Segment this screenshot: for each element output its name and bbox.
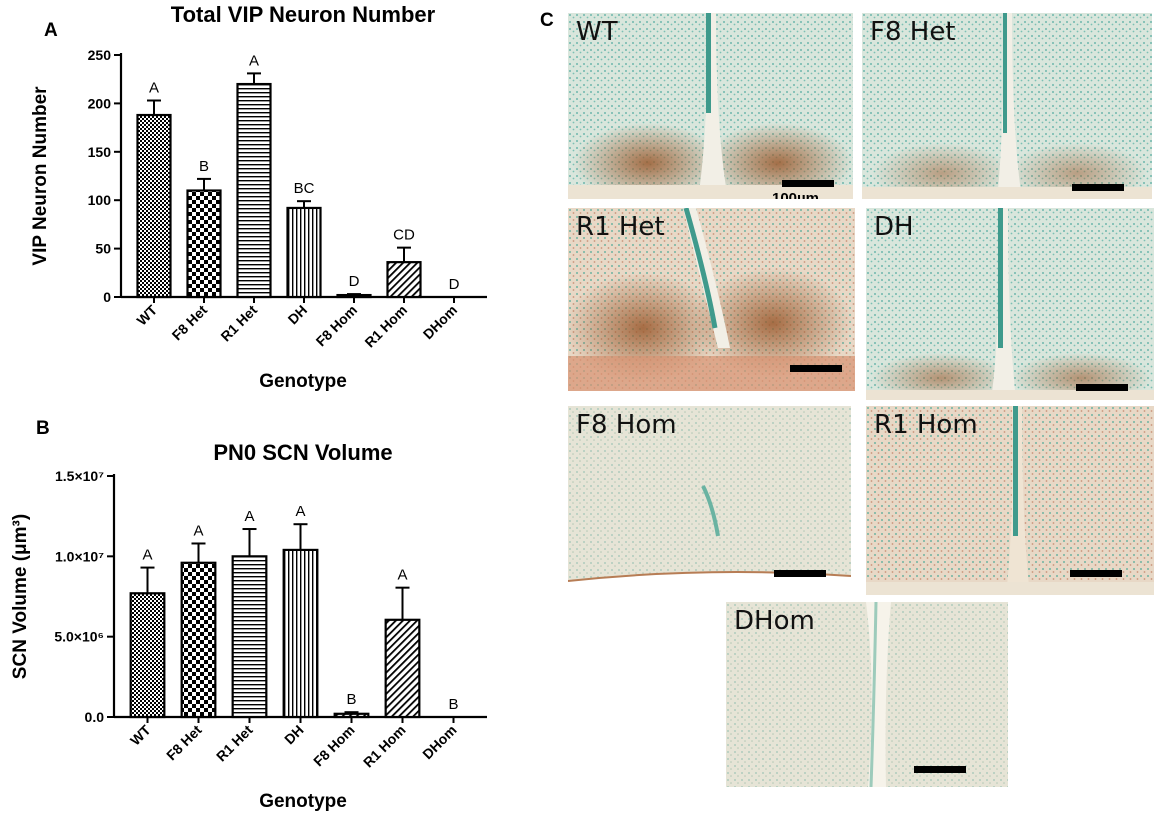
bar-f8-het [186, 189, 222, 299]
y-tick-label: 150 [88, 144, 112, 160]
x-tick-label: DH [284, 302, 310, 328]
bar-wt [129, 592, 166, 719]
group-label: A [193, 522, 203, 539]
panel-letter-b: B [36, 418, 50, 439]
y-tick-label: 5.0×10⁶ [54, 629, 104, 645]
group-label: A [149, 79, 159, 96]
scale-bar [1070, 570, 1122, 577]
group-label: D [449, 276, 460, 293]
bar-wt [136, 113, 172, 299]
micrograph-f8-het: F8 Het [862, 13, 1152, 199]
x-tick-label: F8 Hom [310, 722, 358, 770]
micrograph-image [726, 602, 1008, 787]
group-label: A [397, 567, 407, 584]
micrograph-label: DHom [734, 606, 815, 636]
y-tick-label: 1.0×10⁷ [55, 548, 104, 564]
group-label: A [295, 503, 305, 520]
y-tick-label: 100 [88, 192, 112, 208]
x-tick-label: DHom [419, 722, 459, 762]
micrograph-label: R1 Hom [874, 410, 978, 440]
bar-r1-het [231, 555, 268, 719]
micrograph-label: WT [576, 17, 618, 47]
micrograph-image [866, 208, 1154, 400]
micrograph-image [866, 406, 1154, 595]
scale-bar [914, 766, 966, 773]
micrograph-f8-hom: F8 Hom [568, 406, 851, 591]
x-tick-label: R1 Het [217, 302, 260, 345]
group-label: A [142, 547, 152, 564]
bar-f8-hom [336, 293, 372, 299]
bar-dh [286, 206, 322, 299]
micrograph-label: F8 Hom [576, 410, 677, 440]
y-tick-label: 0 [103, 289, 111, 305]
x-axis-label: Genotype [259, 791, 347, 812]
micrograph-label: R1 Het [576, 212, 665, 242]
bar-r1-hom [384, 618, 421, 719]
x-axis-label: Genotype [259, 371, 347, 392]
x-tick-label: F8 Het [169, 302, 211, 344]
group-label: B [448, 696, 458, 713]
bar-r1-het [236, 82, 272, 299]
y-tick-label: 250 [88, 47, 112, 63]
group-label: CD [393, 227, 415, 244]
x-tick-label: WT [133, 301, 160, 328]
y-tick-label: 200 [88, 95, 112, 111]
x-tick-label: F8 Hom [313, 302, 361, 350]
micrograph-wt: WT 100µm [568, 13, 853, 199]
micrograph-dh: DH [866, 208, 1154, 400]
micrograph-label: DH [874, 212, 914, 242]
scale-bar [1076, 384, 1128, 391]
chart-b: PN0 SCN Volume 0.0 5.0×10⁶ 1.0×10⁷ 1.5×10⁷ A W… [10, 440, 487, 812]
scale-bar [774, 570, 826, 577]
group-label: A [244, 508, 254, 525]
micrograph-r1-hom: R1 Hom [866, 406, 1154, 595]
panel-letter-c: C [540, 10, 554, 31]
y-tick-label: 0.0 [85, 709, 105, 725]
x-tick-label: R1 Het [213, 722, 256, 765]
y-axis-label: VIP Neuron Number [30, 86, 51, 266]
y-tick-label: 1.5×10⁷ [55, 468, 104, 484]
scale-bar [790, 365, 842, 372]
group-label: BC [294, 180, 315, 197]
micrograph-image [568, 208, 855, 391]
x-tick-label: DH [281, 722, 307, 748]
x-tick-label: DHom [420, 302, 460, 342]
x-tick-label: R1 Hom [360, 722, 409, 771]
micrograph-r1-het: R1 Het [568, 208, 855, 391]
group-label: D [349, 273, 360, 290]
chart-a: Total VIP Neuron Number 0 50 100 150 200 250 A W… [30, 2, 487, 392]
scale-bar-label: 100µm [772, 190, 820, 199]
group-label: B [346, 691, 356, 708]
x-tick-label: R1 Hom [361, 302, 410, 351]
panel-letter-a: A [44, 20, 58, 41]
micrograph-image [862, 13, 1152, 199]
bar-f8-hom [333, 712, 370, 719]
chart-title: PN0 SCN Volume [213, 440, 392, 465]
bar-r1-hom [386, 261, 422, 299]
y-tick-label: 50 [95, 241, 111, 257]
micrograph-image [568, 13, 853, 199]
group-label: B [199, 158, 209, 175]
bar-dh [282, 548, 319, 719]
x-tick-label: F8 Het [163, 722, 205, 764]
bar-f8-het [180, 561, 217, 719]
scale-bar [782, 180, 834, 187]
x-tick-label: WT [127, 721, 154, 748]
y-axis-label: SCN Volume (μm³) [10, 514, 31, 679]
scale-bar [1072, 184, 1124, 191]
micrograph-dhom: DHom [726, 602, 1008, 787]
chart-title: Total VIP Neuron Number [171, 2, 436, 27]
group-label: A [249, 52, 259, 69]
micrograph-label: F8 Het [870, 17, 956, 47]
